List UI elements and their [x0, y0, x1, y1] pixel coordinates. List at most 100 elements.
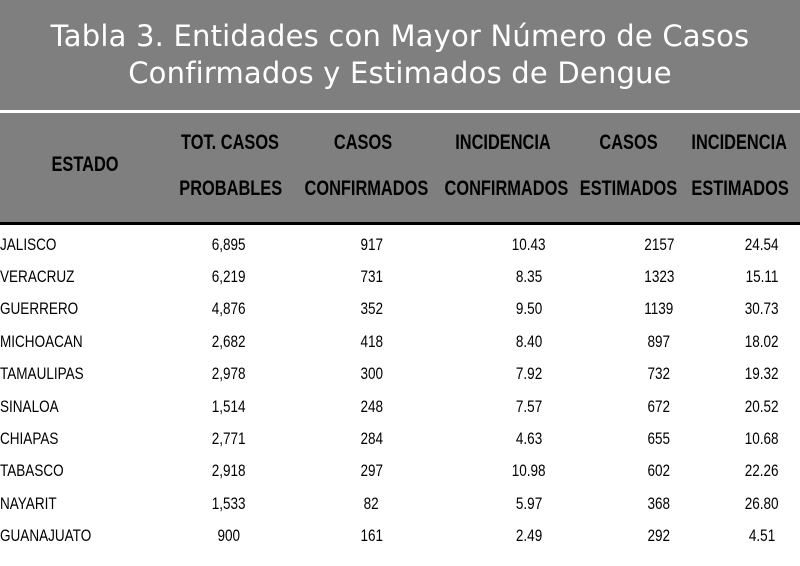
- cell-estado-value: TABASCO: [0, 462, 64, 481]
- cell-casos-confirmados: 418: [279, 326, 464, 358]
- cell-casos-estimados: 292: [594, 521, 724, 553]
- cell-casos-estimados: 602: [594, 456, 724, 488]
- header-casos-estimados-line2: ESTIMADOS: [579, 177, 678, 200]
- cell-incidencia-estimados-value: 18.02: [745, 332, 779, 351]
- cell-tot-casos-probables: 900: [179, 521, 279, 553]
- cell-incidencia-confirmados: 10.43: [464, 229, 594, 261]
- cell-incidencia-estimados: 20.52: [724, 391, 800, 423]
- title-separator: [0, 110, 800, 113]
- cell-incidencia-estimados: 30.73: [724, 294, 800, 326]
- cell-casos-estimados-value: 897: [647, 332, 671, 351]
- cell-casos-confirmados: 248: [279, 391, 464, 423]
- cell-incidencia-estimados-value: 10.68: [745, 430, 779, 449]
- header-tot-casos-probables-line2: PROBABLES: [179, 177, 283, 200]
- cell-incidencia-confirmados-value: 10.98: [512, 462, 546, 481]
- cell-incidencia-confirmados-value: 8.35: [515, 268, 543, 287]
- header-incidencia-confirmados: INCIDENCIA CONFIRMADOS: [444, 113, 569, 222]
- header-casos-estimados-line1: CASOS: [599, 131, 658, 154]
- cell-casos-estimados: 655: [594, 423, 724, 455]
- cell-casos-estimados-value: 1323: [643, 268, 675, 287]
- data-table: JALISCO 6,895 917 10.43 2157 24.54 VERACRUZ 6,2…: [0, 229, 800, 553]
- cell-tot-casos-probables: 6,219: [179, 261, 279, 293]
- cell-tot-casos-probables: 6,895: [179, 229, 279, 261]
- cell-tot-casos-probables-value: 2,918: [212, 462, 246, 481]
- cell-incidencia-confirmados: 7.92: [464, 359, 594, 391]
- cell-casos-confirmados-value: 917: [360, 235, 383, 254]
- cell-incidencia-estimados-value: 4.51: [748, 527, 776, 546]
- cell-incidencia-confirmados-value: 10.43: [512, 235, 546, 254]
- table-row: VERACRUZ 6,219 731 8.35 1323 15.11: [0, 261, 800, 293]
- header-incidencia-confirmados-line2: CONFIRMADOS: [444, 177, 569, 200]
- cell-estado: SINALOA: [0, 391, 179, 423]
- cell-tot-casos-probables-value: 900: [217, 527, 241, 546]
- cell-incidencia-estimados-value: 19.32: [745, 365, 779, 384]
- cell-casos-estimados-value: 2157: [643, 235, 675, 254]
- cell-estado: GUERRERO: [0, 294, 179, 326]
- cell-casos-estimados: 368: [594, 488, 724, 520]
- table-row: SINALOA 1,514 248 7.57 672 20.52: [0, 391, 800, 423]
- cell-estado: GUANAJUATO: [0, 521, 179, 553]
- cell-incidencia-estimados: 22.26: [724, 456, 800, 488]
- cell-casos-confirmados: 297: [279, 456, 464, 488]
- cell-tot-casos-probables-value: 2,682: [212, 332, 246, 351]
- cell-tot-casos-probables-value: 6,895: [212, 235, 246, 254]
- cell-incidencia-estimados: 10.68: [724, 423, 800, 455]
- cell-tot-casos-probables-value: 6,219: [212, 268, 246, 287]
- header-incidencia-estimados-line2: ESTIMADOS: [691, 177, 789, 200]
- cell-estado: JALISCO: [0, 229, 179, 261]
- cell-tot-casos-probables-value: 2,978: [212, 365, 246, 384]
- cell-incidencia-estimados-value: 20.52: [745, 397, 779, 416]
- cell-casos-estimados-value: 1139: [644, 300, 674, 319]
- header-estado: ESTADO: [42, 113, 128, 222]
- cell-tot-casos-probables: 1,514: [179, 391, 279, 423]
- cell-casos-confirmados-value: 300: [360, 365, 383, 384]
- cell-estado-value: SINALOA: [0, 397, 59, 416]
- cell-casos-confirmados-value: 248: [360, 397, 383, 416]
- cell-casos-confirmados-value: 284: [360, 430, 383, 449]
- cell-incidencia-confirmados: 8.35: [464, 261, 594, 293]
- cell-estado: VERACRUZ: [0, 261, 179, 293]
- cell-casos-estimados-value: 292: [647, 527, 671, 546]
- cell-estado-value: NAYARIT: [0, 494, 57, 513]
- cell-casos-confirmados-value: 297: [360, 462, 383, 481]
- cell-casos-estimados: 1323: [594, 261, 724, 293]
- cell-incidencia-estimados: 26.80: [724, 488, 800, 520]
- table-row: MICHOACAN 2,682 418 8.40 897 18.02: [0, 326, 800, 358]
- cell-incidencia-confirmados: 2.49: [464, 521, 594, 553]
- cell-casos-confirmados: 352: [279, 294, 464, 326]
- table-row: NAYARIT 1,533 82 5.97 368 26.80: [0, 488, 800, 520]
- cell-incidencia-confirmados: 5.97: [464, 488, 594, 520]
- cell-incidencia-confirmados-value: 2.49: [515, 527, 543, 546]
- cell-incidencia-estimados-value: 30.73: [745, 300, 779, 319]
- cell-casos-confirmados: 917: [279, 229, 464, 261]
- title-line-2: Confirmados y Estimados de Dengue: [128, 56, 672, 90]
- cell-casos-estimados: 732: [594, 359, 724, 391]
- cell-incidencia-confirmados-value: 7.92: [515, 365, 543, 384]
- cell-estado-value: CHIAPAS: [0, 430, 59, 449]
- cell-casos-estimados-value: 368: [647, 494, 671, 513]
- cell-casos-confirmados: 300: [279, 359, 464, 391]
- cell-tot-casos-probables-value: 2,771: [212, 430, 246, 449]
- cell-tot-casos-probables-value: 1,514: [212, 397, 246, 416]
- table-row: TABASCO 2,918 297 10.98 602 22.26: [0, 456, 800, 488]
- header-tot-casos-probables-line1: TOT. CASOS: [180, 131, 279, 154]
- cell-casos-estimados-value: 732: [647, 365, 671, 384]
- cell-estado-value: JALISCO: [0, 235, 57, 254]
- cell-casos-estimados: 2157: [594, 229, 724, 261]
- table-row: CHIAPAS 2,771 284 4.63 655 10.68: [0, 423, 800, 455]
- cell-casos-confirmados-value: 352: [360, 300, 383, 319]
- table-row: GUANAJUATO 900 161 2.49 292 4.51: [0, 521, 800, 553]
- cell-casos-confirmados-value: 731: [360, 268, 383, 287]
- cell-tot-casos-probables: 2,918: [179, 456, 279, 488]
- header-casos-estimados: CASOS ESTIMADOS: [580, 113, 678, 222]
- cell-casos-estimados-value: 655: [647, 430, 671, 449]
- cell-casos-confirmados: 82: [279, 488, 464, 520]
- cell-casos-confirmados-value: 82: [363, 494, 380, 513]
- cell-tot-casos-probables-value: 1,533: [212, 494, 246, 513]
- cell-estado-value: GUANAJUATO: [0, 527, 92, 546]
- cell-estado-value: MICHOACAN: [0, 332, 83, 351]
- cell-casos-confirmados: 284: [279, 423, 464, 455]
- header-incidencia-estimados-line1: INCIDENCIA: [691, 131, 787, 154]
- table-row: JALISCO 6,895 917 10.43 2157 24.54: [0, 229, 800, 261]
- cell-incidencia-confirmados-value: 5.97: [515, 494, 543, 513]
